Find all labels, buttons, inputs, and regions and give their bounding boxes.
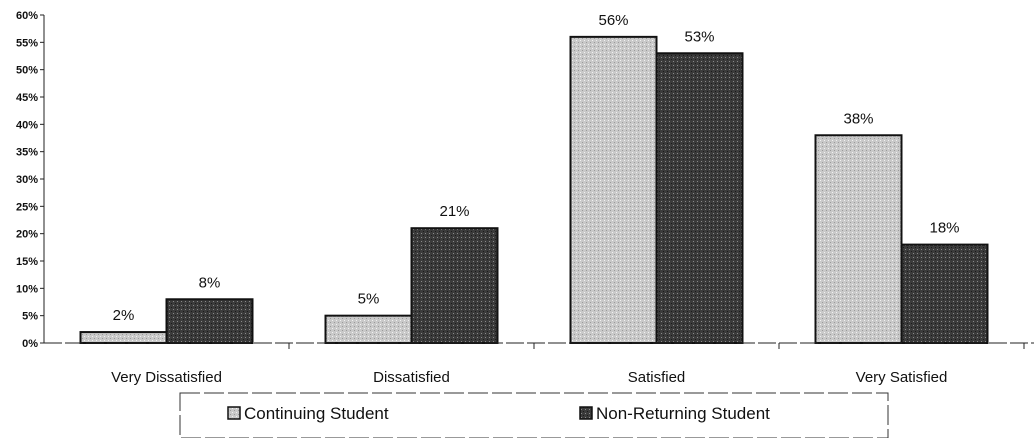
y-tick-label: 55% [16,37,38,49]
x-tick-label: Dissatisfied [373,369,450,386]
y-tick-label: 60% [16,10,38,22]
legend-label: Non-Returning Student [596,404,770,423]
legend-swatch [579,406,593,420]
x-tick-label: Satisfied [628,369,686,386]
y-tick-label: 35% [16,147,38,159]
bar-continuing [814,134,903,344]
bar-non-returning [900,243,989,345]
data-label: 8% [199,274,221,291]
x-axis: Very Dissatisfied Dissatisfied Satisfied Ve… [44,342,1034,386]
legend: Continuing Student Non-Returning Student [179,392,889,438]
y-axis: 0% 5% 10% 15% 20% 25% 30% 35% 40% 45% 50% 55% 60% [16,10,45,350]
y-tick-label: 25% [16,201,38,213]
y-tick-label: 20% [16,229,38,241]
data-label: 38% [843,110,873,127]
y-tick-label: 0% [22,338,38,350]
legend-label: Continuing Student [244,404,389,423]
data-label: 5% [358,291,380,308]
data-label: 21% [439,203,469,220]
y-tick-label: 10% [16,283,38,295]
data-label: 2% [113,307,135,324]
bar-non-returning [165,298,254,344]
bar-continuing [324,314,413,344]
legend-box [179,392,889,438]
bar-continuing [79,331,168,345]
y-tick-label: 30% [16,174,38,186]
bar-non-returning [655,52,744,345]
bar-continuing [569,35,658,344]
y-tick-label: 50% [16,65,38,77]
bars: 2% 8% 5% 21% 56% 53% 38% 18% [79,12,989,345]
y-tick-label: 40% [16,119,38,131]
x-tick-label: Very Satisfied [856,369,948,386]
legend-swatch [227,406,241,420]
y-tick-label: 45% [16,92,38,104]
data-label: 18% [929,220,959,237]
y-tick-label: 5% [22,311,38,323]
data-label: 53% [684,28,714,45]
bar-non-returning [410,227,499,344]
y-tick-label: 15% [16,256,38,268]
x-tick-label: Very Dissatisfied [111,369,222,386]
data-label: 56% [598,12,628,29]
